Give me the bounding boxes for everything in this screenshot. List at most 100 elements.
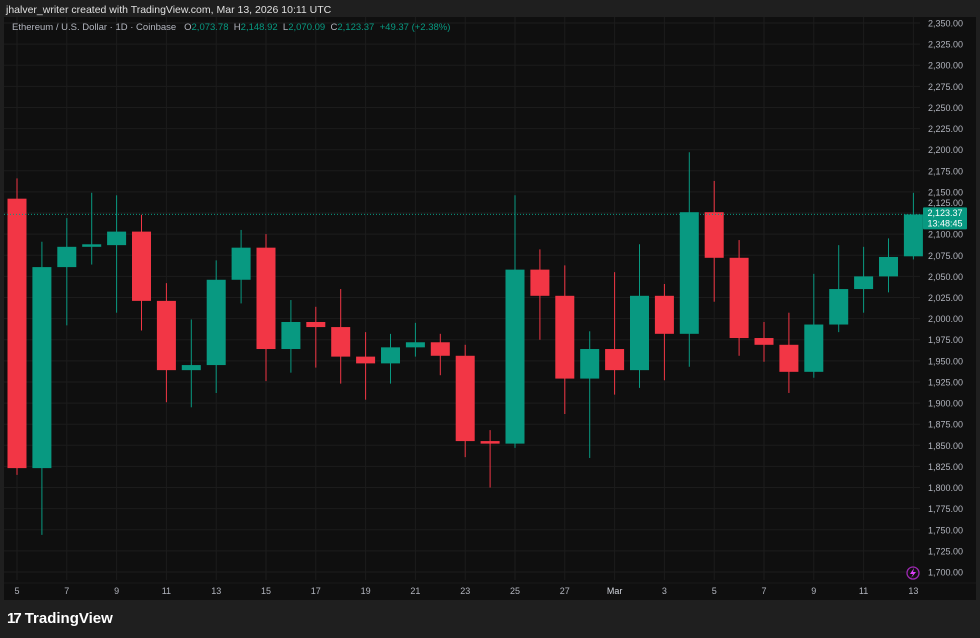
- price-axis-label: 2,300.00: [928, 61, 963, 71]
- time-axis-label: 13: [908, 586, 918, 596]
- candle-body-feb-27[interactable]: [555, 295, 575, 379]
- candle-body-mar-12[interactable]: [879, 256, 898, 277]
- candle-body-feb-13[interactable]: [206, 279, 226, 366]
- price-axis-label: 1,925.00: [928, 377, 963, 387]
- bar-countdown: 13:48:45: [927, 218, 962, 228]
- price-axis-label: 1,900.00: [928, 399, 963, 409]
- candle-body-feb-24[interactable]: [480, 441, 500, 444]
- symbol-legend: Ethereum / U.S. Dollar · 1D · Coinbase O…: [12, 22, 450, 33]
- candle-body-mar-1[interactable]: [605, 349, 625, 371]
- candle-body-feb-20[interactable]: [381, 347, 400, 364]
- time-axis-label: 5: [14, 586, 19, 596]
- time-axis-label: 7: [64, 586, 69, 596]
- price-axis-label: 2,175.00: [928, 166, 963, 176]
- candle-body-feb-26[interactable]: [530, 269, 550, 296]
- candle-body-mar-5[interactable]: [704, 212, 724, 258]
- lightning-bolt-icon: [910, 568, 916, 578]
- candle-body-mar-4[interactable]: [679, 212, 699, 334]
- candle-body-feb-8[interactable]: [82, 244, 102, 247]
- candle-body-mar-13[interactable]: [903, 214, 923, 257]
- price-axis-label: 1,800.00: [928, 483, 963, 493]
- price-axis-label: 2,125.00: [928, 198, 963, 208]
- chart-panel[interactable]: 1,700.00 1,725.00 1,750.00 1,775.00 1,800.00…: [4, 17, 976, 600]
- candle-body-mar-8[interactable]: [779, 344, 799, 372]
- open-label: O: [184, 22, 192, 33]
- candle-body-feb-10[interactable]: [132, 231, 151, 301]
- price-axis-label: 1,950.00: [928, 356, 963, 366]
- price-axis-label: 1,875.00: [928, 420, 963, 430]
- candlestick-chart[interactable]: 1,700.00 1,725.00 1,750.00 1,775.00 1,800.00…: [4, 17, 976, 600]
- candle-body-feb-14[interactable]: [231, 247, 251, 280]
- price-axis-label: 2,150.00: [928, 187, 963, 197]
- time-axis-label: 27: [560, 586, 570, 596]
- candle-body-mar-2[interactable]: [630, 295, 649, 371]
- price-axis-label: 2,200.00: [928, 145, 963, 155]
- open-value: 2,073.78: [191, 22, 229, 33]
- high-value: 2,148.92: [240, 22, 278, 33]
- price-axis-label: 1,825.00: [928, 462, 963, 472]
- tradingview-logo-icon: 17: [7, 610, 22, 627]
- time-axis-label: 5: [712, 586, 717, 596]
- time-axis-label: 21: [410, 586, 420, 596]
- tradingview-logo[interactable]: 17 TradingView: [7, 610, 113, 627]
- time-axis-label: 9: [114, 586, 119, 596]
- symbol-name[interactable]: Ethereum / U.S. Dollar · 1D · Coinbase: [12, 22, 177, 33]
- close-label: C: [330, 22, 338, 33]
- time-axis-label: 19: [361, 586, 371, 596]
- candle-body-feb-21[interactable]: [405, 342, 425, 348]
- candle-body-feb-5[interactable]: [7, 198, 27, 469]
- price-axis-label: 2,350.00: [928, 19, 963, 29]
- time-axis-label: 13: [211, 586, 221, 596]
- price-axis-label: 2,075.00: [928, 251, 963, 261]
- time-axis-label: 7: [761, 586, 766, 596]
- price-axis-label: 1,725.00: [928, 546, 963, 556]
- candle-body-feb-25[interactable]: [505, 269, 525, 444]
- time-axis-label: 17: [311, 586, 321, 596]
- candle-body-mar-3[interactable]: [654, 295, 674, 334]
- time-axis-label: 11: [162, 586, 171, 596]
- price-axis-label: 2,100.00: [928, 230, 963, 240]
- price-axis-label: 1,700.00: [928, 568, 963, 578]
- time-axis-label: 25: [510, 586, 520, 596]
- time-axis-label: 15: [261, 586, 271, 596]
- brand-name: TradingView: [24, 610, 113, 627]
- candle-body-feb-7[interactable]: [57, 246, 77, 268]
- price-axis-label: 2,250.00: [928, 103, 963, 113]
- candle-body-feb-18[interactable]: [331, 327, 351, 357]
- chart-attribution: jhalver_writer created with TradingView.…: [6, 4, 332, 16]
- high-label: H: [233, 22, 241, 33]
- price-axis-label: 2,275.00: [928, 82, 963, 92]
- price-axis-label: 2,050.00: [928, 272, 963, 282]
- candle-body-mar-9[interactable]: [804, 324, 824, 372]
- candle-body-feb-22[interactable]: [430, 342, 450, 356]
- price-axis-label: 1,775.00: [928, 504, 963, 514]
- candle-body-feb-6[interactable]: [32, 267, 52, 469]
- candle-body-feb-15[interactable]: [256, 247, 276, 350]
- time-axis-label: 11: [859, 586, 868, 596]
- candle-body-feb-19[interactable]: [356, 356, 376, 364]
- candle-body-feb-16[interactable]: [281, 321, 301, 350]
- price-axis-label: 2,325.00: [928, 40, 963, 50]
- last-price-value: 2,123.37: [927, 208, 962, 218]
- price-axis-label: 1,975.00: [928, 335, 963, 345]
- candle-body-feb-12[interactable]: [181, 365, 201, 371]
- candle-body-mar-6[interactable]: [729, 257, 749, 339]
- candle-body-mar-7[interactable]: [754, 338, 774, 345]
- price-axis-label: 2,025.00: [928, 293, 963, 303]
- close-value: 2,123.37: [337, 22, 375, 33]
- price-axis-label: 1,750.00: [928, 525, 963, 535]
- candle-body-feb-23[interactable]: [455, 355, 475, 442]
- time-axis-label: 3: [662, 586, 667, 596]
- candle-body-feb-28[interactable]: [580, 349, 600, 379]
- time-axis-label: 9: [811, 586, 816, 596]
- time-axis-label: 23: [460, 586, 470, 596]
- candle-body-feb-17[interactable]: [306, 321, 326, 328]
- last-price-tag[interactable]: [923, 207, 967, 230]
- candle-body-feb-11[interactable]: [156, 300, 176, 371]
- candle-body-feb-9[interactable]: [107, 231, 127, 246]
- candle-body-mar-11[interactable]: [854, 276, 874, 290]
- lightning-alert-icon[interactable]: [906, 566, 920, 580]
- candle-body-mar-10[interactable]: [829, 289, 849, 325]
- price-axis-label: 2,000.00: [928, 314, 963, 324]
- change-value: +49.37 (+2.38%): [379, 22, 451, 33]
